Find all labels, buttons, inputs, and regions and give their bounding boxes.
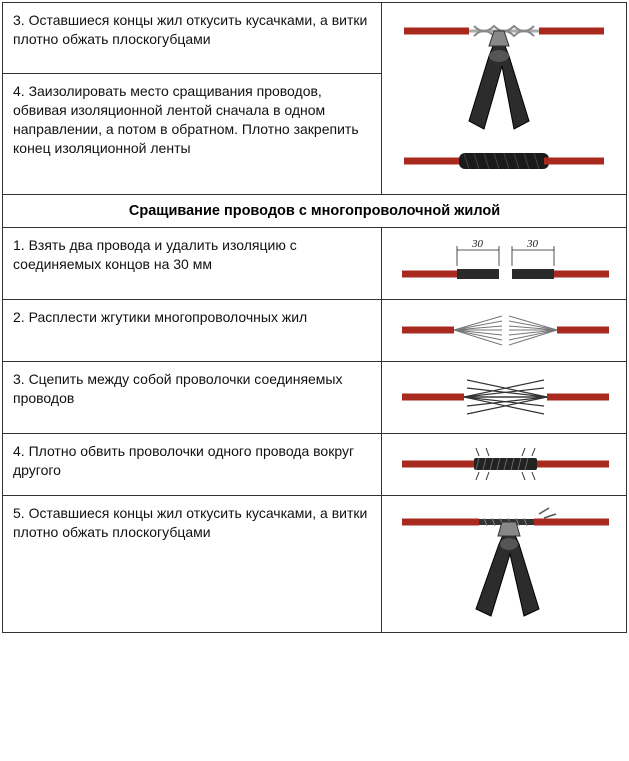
fan-illustration <box>394 308 614 353</box>
text-s2-step1: 1. Взять два провода и удалить изоляцию … <box>3 228 382 300</box>
illus-s1-pliers-tape <box>382 3 627 195</box>
text-s1-step4: 4. Заизолировать место сращивания провод… <box>3 74 382 195</box>
row-s2-step2: 2. Расплести жгутики многопроволочных жи… <box>3 300 627 362</box>
illus-s2-pliers <box>382 496 627 633</box>
illus-s2-cross <box>382 362 627 434</box>
pliers-illustration <box>394 504 614 624</box>
row-s2-step3: 3. Сцепить между собой проволочки соедин… <box>3 362 627 434</box>
text-s2-step2: 2. Расплести жгутики многопроволочных жи… <box>3 300 382 362</box>
pliers-and-tape-illustration <box>394 11 614 186</box>
row-header2: Сращивание проводов с многопроволочной ж… <box>3 195 627 228</box>
text-s2-step3: 3. Сцепить между собой проволочки соедин… <box>3 362 382 434</box>
row-s2-step1: 1. Взять два провода и удалить изоляцию … <box>3 228 627 300</box>
illus-s2-wrap <box>382 434 627 496</box>
strip-illustration: 30 30 <box>394 236 614 291</box>
dim-left: 30 <box>471 238 484 250</box>
illus-s2-fan <box>382 300 627 362</box>
text-s1-step3: 3. Оставшиеся концы жил откусить кусачка… <box>3 3 382 74</box>
row-s2-step5: 5. Оставшиеся концы жил откусить кусачка… <box>3 496 627 633</box>
cross-illustration <box>394 370 614 425</box>
dim-right: 30 <box>526 238 539 250</box>
text-s2-step5: 5. Оставшиеся концы жил откусить кусачка… <box>3 496 382 633</box>
illus-s2-strip: 30 30 <box>382 228 627 300</box>
row-s1-step3: 3. Оставшиеся концы жил откусить кусачка… <box>3 3 627 74</box>
header2: Сращивание проводов с многопроволочной ж… <box>3 195 627 228</box>
instruction-table: 3. Оставшиеся концы жил откусить кусачка… <box>2 2 627 633</box>
wrap-illustration <box>394 442 614 487</box>
row-s2-step4: 4. Плотно обвить проволочки одного прово… <box>3 434 627 496</box>
text-s2-step4: 4. Плотно обвить проволочки одного прово… <box>3 434 382 496</box>
